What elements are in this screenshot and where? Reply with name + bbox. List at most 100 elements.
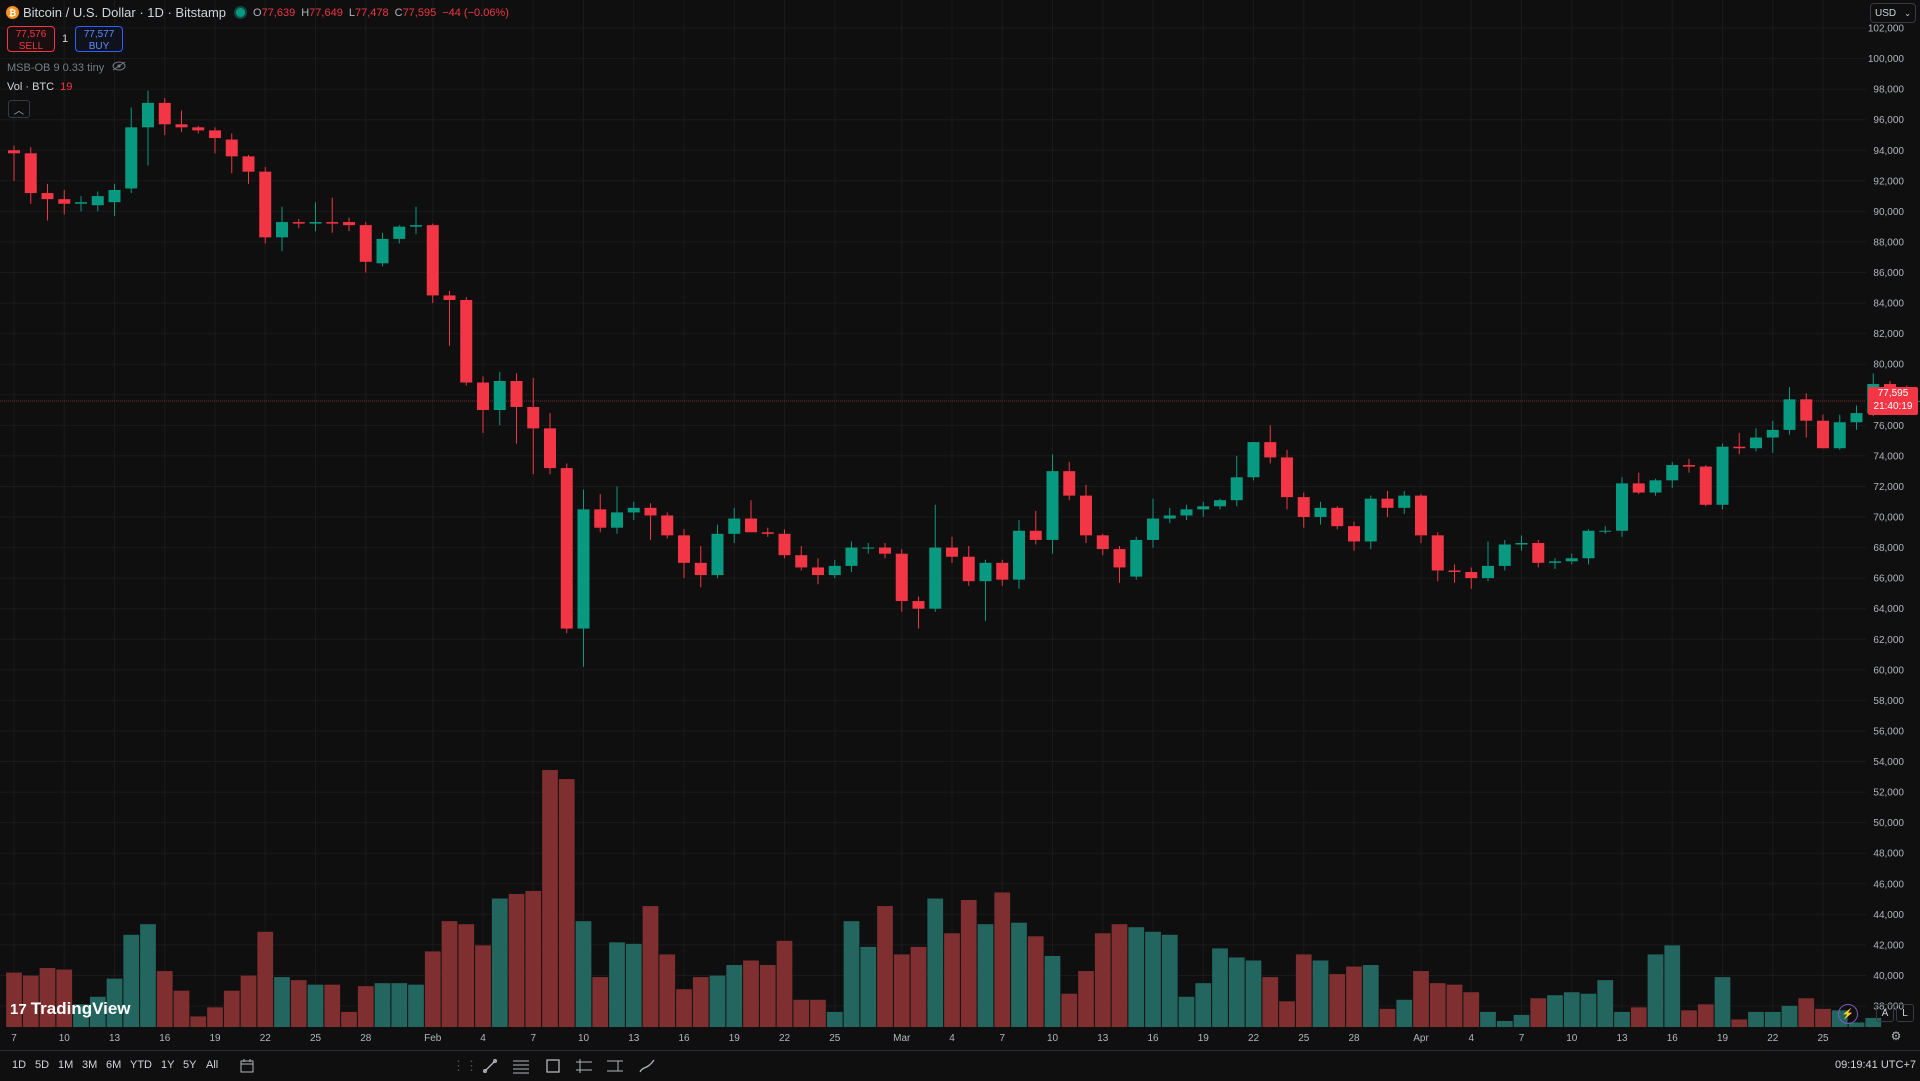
auto-scale-button[interactable]: A — [1876, 1004, 1894, 1022]
candle-body — [1013, 531, 1025, 580]
price-tick-label: 46,000 — [1873, 879, 1904, 890]
candle-body — [594, 509, 606, 527]
volume-bar — [1045, 956, 1061, 1027]
trend-line-icon[interactable] — [481, 1057, 499, 1075]
range-1d[interactable]: 1D — [12, 1059, 26, 1071]
price-tick-label: 72,000 — [1873, 482, 1904, 493]
volume-bar — [1614, 1012, 1630, 1027]
candle-body — [1398, 496, 1410, 508]
candle-body — [1599, 531, 1611, 532]
time-tick-label: 16 — [1667, 1033, 1679, 1044]
order-quantity[interactable]: 1 — [62, 33, 68, 45]
range-ytd[interactable]: YTD — [130, 1059, 152, 1071]
candle-body — [460, 300, 472, 383]
range-5y[interactable]: 5Y — [183, 1059, 196, 1071]
candle-body — [410, 225, 422, 227]
volume-bar — [1396, 1000, 1412, 1027]
candle-body — [343, 222, 355, 225]
range-1y[interactable]: 1Y — [161, 1059, 174, 1071]
candle-body — [1214, 500, 1226, 506]
candle-body — [1499, 545, 1511, 566]
volume-bar — [341, 1012, 357, 1027]
ohlc-low: L77,478 — [349, 7, 389, 19]
range-6m[interactable]: 6M — [106, 1059, 121, 1071]
volume-bar — [1782, 1006, 1798, 1027]
date-price-range-icon[interactable] — [606, 1057, 624, 1075]
time-tick-label: 25 — [310, 1033, 322, 1044]
time-tick-label: 13 — [1097, 1033, 1109, 1044]
volume-bar — [1798, 998, 1814, 1027]
volume-bar — [174, 991, 190, 1027]
brush-icon[interactable] — [638, 1057, 656, 1075]
volume-bar — [1296, 954, 1312, 1027]
candle-body — [1130, 540, 1142, 577]
bar-countdown: 21:40:19 — [1868, 400, 1918, 413]
settings-gear-icon[interactable]: ⚙ — [1888, 1028, 1904, 1044]
indicator-msb-label: MSB-OB 9 0.33 tiny — [7, 62, 104, 74]
volume-value: 19 — [60, 81, 72, 93]
candle-body — [1482, 566, 1494, 578]
volume-bar — [1648, 954, 1664, 1027]
candle-body — [963, 557, 975, 581]
sell-button[interactable]: 77,576 SELL — [7, 26, 55, 52]
currency-label: USD — [1875, 8, 1896, 19]
price-tick-label: 94,000 — [1873, 146, 1904, 157]
eye-hidden-icon[interactable] — [112, 61, 126, 74]
time-tick-label: 16 — [678, 1033, 690, 1044]
time-tick-label: 22 — [1248, 1033, 1260, 1044]
range-5d[interactable]: 5D — [35, 1059, 49, 1071]
volume-bar — [1028, 936, 1044, 1027]
candle-body — [1800, 399, 1812, 420]
candle-body — [1767, 430, 1779, 438]
volume-bar — [777, 941, 793, 1027]
price-chart[interactable]: 38,00040,00042,00044,00046,00048,00050,0… — [0, 0, 1920, 1050]
bitcoin-icon: ₿ — [6, 6, 19, 19]
range-all[interactable]: All — [206, 1059, 218, 1071]
price-tick-label: 76,000 — [1873, 421, 1904, 432]
volume-bar — [542, 770, 558, 1027]
range-1m[interactable]: 1M — [58, 1059, 73, 1071]
collapse-legend-button[interactable]: ︿ — [8, 100, 30, 118]
volume-bar — [525, 891, 541, 1027]
candle-body — [393, 227, 405, 239]
buy-button[interactable]: 77,577 BUY — [75, 26, 123, 52]
candle-body — [494, 381, 506, 410]
time-tick-label: 4 — [949, 1033, 955, 1044]
time-tick-label: 22 — [260, 1033, 272, 1044]
log-scale-button[interactable]: L — [1896, 1004, 1914, 1022]
calendar-range-icon[interactable] — [238, 1057, 256, 1075]
volume-bar — [257, 932, 273, 1027]
time-tick-label: 22 — [779, 1033, 791, 1044]
price-tick-label: 90,000 — [1873, 207, 1904, 218]
candle-body — [1063, 471, 1075, 495]
rectangle-icon[interactable] — [544, 1057, 562, 1075]
candle-body — [611, 512, 623, 527]
candle-body — [1231, 477, 1243, 500]
time-tick-label: 25 — [1817, 1033, 1829, 1044]
candle-body — [1717, 447, 1729, 505]
long-position-icon[interactable] — [575, 1057, 593, 1075]
price-tick-label: 98,000 — [1873, 85, 1904, 96]
time-tick-label: 28 — [1348, 1033, 1360, 1044]
candle-body — [1197, 506, 1209, 509]
clock-timezone[interactable]: 09:19:41 UTC+7 — [1835, 1059, 1916, 1071]
sell-price: 77,576 — [8, 29, 54, 41]
drag-handle-icon[interactable]: ⋮⋮ — [456, 1057, 474, 1075]
price-tick-label: 48,000 — [1873, 849, 1904, 860]
symbol-title[interactable]: Bitcoin / U.S. Dollar · 1D · Bitstamp — [23, 5, 226, 20]
volume-bar — [743, 960, 759, 1027]
range-3m[interactable]: 3M — [82, 1059, 97, 1071]
time-tick-label: 7 — [999, 1033, 1005, 1044]
currency-selector[interactable]: USD ⌄ — [1870, 3, 1916, 23]
volume-bar — [1112, 924, 1128, 1027]
ohlc-change: −44 (−0.06%) — [442, 7, 509, 19]
volume-bar — [1430, 983, 1446, 1027]
fib-retracement-icon[interactable] — [512, 1057, 530, 1075]
lightning-icon[interactable]: ⚡ — [1838, 1004, 1858, 1024]
volume-bar — [190, 1016, 206, 1027]
volume-bar — [1313, 960, 1329, 1027]
candle-body — [1114, 549, 1126, 567]
indicator-msb-ob[interactable]: MSB-OB 9 0.33 tiny — [7, 61, 126, 74]
tradingview-logo[interactable]: 17 TradingView — [10, 999, 131, 1019]
